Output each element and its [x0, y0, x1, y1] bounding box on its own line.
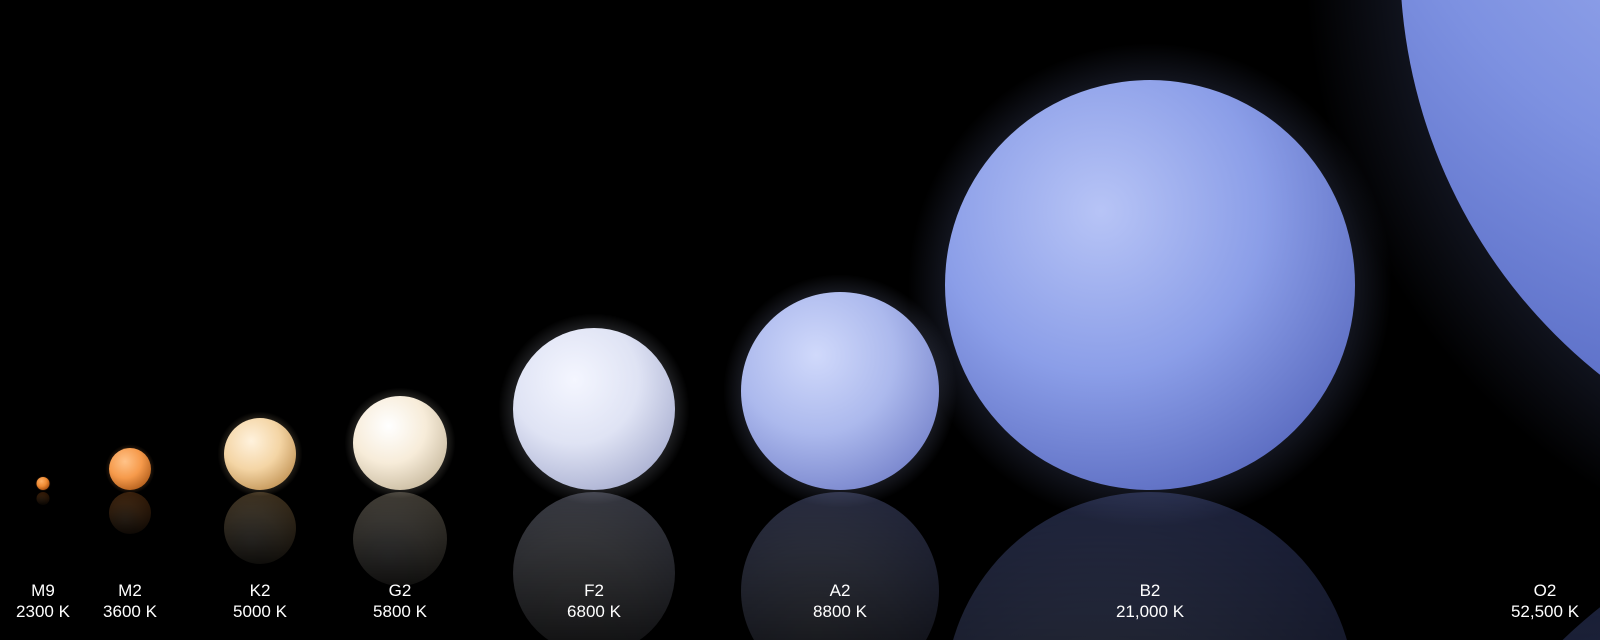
star-label-m9: M92300 K	[16, 580, 70, 623]
star-temperature: 5800 K	[373, 601, 427, 622]
star-temperature: 52,500 K	[1511, 601, 1579, 622]
star-class: M9	[16, 580, 70, 601]
star-class: K2	[233, 580, 287, 601]
star-label-a2: A28800 K	[813, 580, 867, 623]
star-classification-diagram: M92300 K M23600 K K25000 K G25800 K F26800 K…	[0, 0, 1600, 640]
star-reflection-k2	[224, 492, 296, 564]
star-m2	[109, 448, 151, 490]
star-a2	[741, 292, 939, 490]
star-class: A2	[813, 580, 867, 601]
star-reflection-m2	[109, 492, 151, 534]
star-temperature: 21,000 K	[1116, 601, 1184, 622]
star-class: B2	[1116, 580, 1184, 601]
star-label-g2: G25800 K	[373, 580, 427, 623]
star-m9	[37, 477, 50, 490]
star-temperature: 6800 K	[567, 601, 621, 622]
star-g2	[353, 396, 447, 490]
star-label-m2: M23600 K	[103, 580, 157, 623]
star-reflection-g2	[353, 492, 447, 586]
star-class: O2	[1511, 580, 1579, 601]
stars-svg	[0, 0, 1600, 640]
star-f2	[513, 328, 675, 490]
star-temperature: 5000 K	[233, 601, 287, 622]
star-class: M2	[103, 580, 157, 601]
star-reflection-m9	[37, 492, 50, 505]
star-label-f2: F26800 K	[567, 580, 621, 623]
star-b2	[945, 80, 1355, 490]
star-label-b2: B221,000 K	[1116, 580, 1184, 623]
star-temperature: 3600 K	[103, 601, 157, 622]
star-k2	[224, 418, 296, 490]
star-temperature: 2300 K	[16, 601, 70, 622]
star-class: G2	[373, 580, 427, 601]
star-label-k2: K25000 K	[233, 580, 287, 623]
star-class: F2	[567, 580, 621, 601]
star-temperature: 8800 K	[813, 601, 867, 622]
star-label-o2: O252,500 K	[1511, 580, 1579, 623]
